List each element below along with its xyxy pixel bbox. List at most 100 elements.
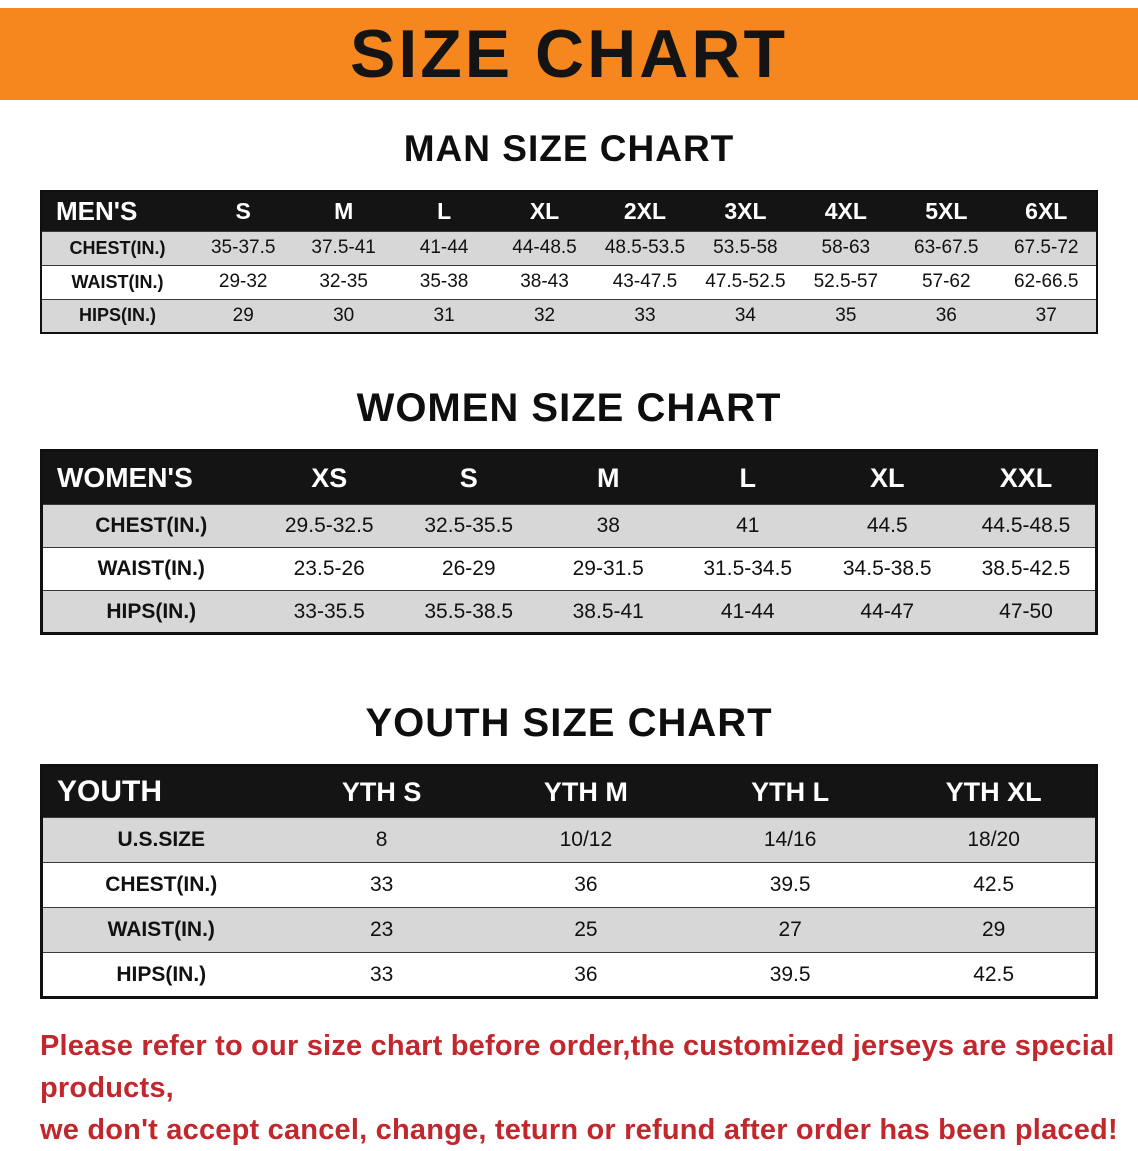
size-value-cell: 32.5-35.5 bbox=[399, 504, 539, 548]
size-column-header: YTH S bbox=[279, 765, 484, 818]
size-value-cell: 33-35.5 bbox=[259, 590, 399, 634]
size-value-cell: 44.5-48.5 bbox=[957, 504, 1097, 548]
size-value-cell: 57-62 bbox=[896, 264, 997, 299]
size-column-header: YTH XL bbox=[892, 765, 1097, 818]
header-row: MEN'S S M L XL 2XL 3XL 4XL 5XL 6XL bbox=[41, 191, 1097, 231]
size-column-header: L bbox=[678, 450, 818, 505]
table-row: WAIST(IN.) 29-32 32-35 35-38 38-43 43-47.5 47.… bbox=[41, 264, 1097, 299]
size-value-cell: 42.5 bbox=[892, 862, 1097, 908]
youth-size-table: YOUTH YTH S YTH M YTH L YTH XL U.S.SIZE 8 10/12… bbox=[40, 764, 1098, 999]
size-value-cell: 48.5-53.5 bbox=[594, 230, 696, 265]
size-value-cell: 44-48.5 bbox=[494, 230, 595, 265]
size-column-header: L bbox=[393, 191, 495, 231]
size-value-cell: 32 bbox=[494, 298, 595, 333]
size-column-header: XXL bbox=[957, 450, 1097, 505]
size-column-header: 4XL bbox=[795, 191, 897, 231]
size-value-cell: 32-35 bbox=[293, 264, 394, 299]
notice-line-2: we don't accept cancel, change, teturn o… bbox=[40, 1114, 1118, 1147]
size-value-cell: 26-29 bbox=[399, 547, 539, 591]
size-column-header: YTH M bbox=[483, 765, 688, 818]
size-value-cell: 39.5 bbox=[688, 862, 893, 908]
size-column-header: 6XL bbox=[996, 191, 1097, 231]
size-value-cell: 62-66.5 bbox=[996, 264, 1097, 299]
size-value-cell: 29-31.5 bbox=[538, 547, 678, 591]
row-label: HIPS(IN.) bbox=[41, 590, 260, 634]
youth-size-chart-heading: YOUTH SIZE CHART bbox=[365, 701, 773, 745]
row-label: U.S.SIZE bbox=[41, 817, 280, 863]
size-value-cell: 44-47 bbox=[817, 590, 957, 634]
size-value-cell: 47-50 bbox=[957, 590, 1097, 634]
table-row: CHEST(IN.) 35-37.5 37.5-41 41-44 44-48.5 48.5… bbox=[41, 230, 1097, 265]
table-row: HIPS(IN.) 33 36 39.5 42.5 bbox=[41, 952, 1097, 998]
size-value-cell: 34.5-38.5 bbox=[817, 547, 957, 591]
size-value-cell: 38.5-42.5 bbox=[957, 547, 1097, 591]
size-value-cell: 14/16 bbox=[688, 817, 893, 863]
size-value-cell: 39.5 bbox=[688, 952, 893, 998]
size-column-header: M bbox=[293, 191, 394, 231]
row-label: WAIST(IN.) bbox=[41, 907, 280, 953]
size-value-cell: 41-44 bbox=[678, 590, 818, 634]
table-title-cell: MEN'S bbox=[41, 191, 193, 231]
size-value-cell: 38.5-41 bbox=[538, 590, 678, 634]
size-value-cell: 23.5-26 bbox=[259, 547, 399, 591]
size-column-header: XS bbox=[259, 450, 399, 505]
size-value-cell: 43-47.5 bbox=[594, 264, 696, 299]
size-column-header: 2XL bbox=[594, 191, 696, 231]
size-chart-page: SIZE CHART MAN SIZE CHART MEN'S S M L XL 2XL 3… bbox=[0, 8, 1138, 1151]
size-column-header: 5XL bbox=[896, 191, 997, 231]
size-value-cell: 52.5-57 bbox=[795, 264, 897, 299]
banner: SIZE CHART bbox=[0, 8, 1138, 100]
size-value-cell: 29.5-32.5 bbox=[259, 504, 399, 548]
size-column-header: S bbox=[399, 450, 539, 505]
page-title: SIZE CHART bbox=[350, 16, 788, 92]
size-column-header: M bbox=[538, 450, 678, 505]
table-title-cell: YOUTH bbox=[41, 765, 280, 818]
size-value-cell: 29-32 bbox=[193, 264, 294, 299]
womens-size-table: WOMEN'S XS S M L XL XXL CHEST(IN.) 29.5-32.5 32.5… bbox=[40, 449, 1098, 635]
size-value-cell: 35.5-38.5 bbox=[399, 590, 539, 634]
women-size-chart-heading: WOMEN SIZE CHART bbox=[356, 386, 782, 430]
man-size-chart-heading: MAN SIZE CHART bbox=[403, 128, 735, 169]
size-value-cell: 33 bbox=[279, 952, 484, 998]
size-value-cell: 41-44 bbox=[393, 230, 495, 265]
size-value-cell: 41 bbox=[678, 504, 818, 548]
size-value-cell: 31.5-34.5 bbox=[678, 547, 818, 591]
size-value-cell: 67.5-72 bbox=[996, 230, 1097, 265]
size-value-cell: 33 bbox=[594, 298, 696, 333]
size-value-cell: 44.5 bbox=[817, 504, 957, 548]
notice-line-1: Please refer to our size chart before or… bbox=[40, 1030, 1115, 1105]
size-value-cell: 25 bbox=[483, 907, 688, 953]
row-label: CHEST(IN.) bbox=[41, 230, 193, 265]
header-row: WOMEN'S XS S M L XL XXL bbox=[41, 450, 1097, 505]
size-value-cell: 18/20 bbox=[892, 817, 1097, 863]
size-value-cell: 37 bbox=[996, 298, 1097, 333]
table-row: U.S.SIZE 8 10/12 14/16 18/20 bbox=[41, 817, 1097, 863]
size-value-cell: 38 bbox=[538, 504, 678, 548]
size-value-cell: 23 bbox=[279, 907, 484, 953]
table-row: CHEST(IN.) 29.5-32.5 32.5-35.5 38 41 44.5 44.5… bbox=[41, 504, 1097, 548]
size-value-cell: 47.5-52.5 bbox=[695, 264, 796, 299]
table-row: WAIST(IN.) 23 25 27 29 bbox=[41, 907, 1097, 953]
table-row: CHEST(IN.) 33 36 39.5 42.5 bbox=[41, 862, 1097, 908]
row-label: CHEST(IN.) bbox=[41, 504, 260, 548]
size-value-cell: 30 bbox=[293, 298, 394, 333]
size-column-header: YTH L bbox=[688, 765, 893, 818]
size-value-cell: 33 bbox=[279, 862, 484, 908]
size-value-cell: 53.5-58 bbox=[695, 230, 796, 265]
size-value-cell: 63-67.5 bbox=[896, 230, 997, 265]
size-value-cell: 8 bbox=[279, 817, 484, 863]
footer-notice: Please refer to our size chart before or… bbox=[40, 1025, 1118, 1151]
size-column-header: S bbox=[193, 191, 294, 231]
table-title-cell: WOMEN'S bbox=[41, 450, 260, 505]
size-value-cell: 35-37.5 bbox=[193, 230, 294, 265]
size-value-cell: 36 bbox=[483, 952, 688, 998]
table-row: WAIST(IN.) 23.5-26 26-29 29-31.5 31.5-34.5 34… bbox=[41, 547, 1097, 591]
size-value-cell: 58-63 bbox=[795, 230, 897, 265]
mens-size-table: MEN'S S M L XL 2XL 3XL 4XL 5XL 6XL CHEST(IN.) 35-37… bbox=[40, 190, 1098, 334]
size-value-cell: 27 bbox=[688, 907, 893, 953]
size-value-cell: 37.5-41 bbox=[293, 230, 394, 265]
row-label: WAIST(IN.) bbox=[41, 264, 193, 299]
size-value-cell: 29 bbox=[892, 907, 1097, 953]
size-column-header: 3XL bbox=[695, 191, 796, 231]
size-value-cell: 38-43 bbox=[494, 264, 595, 299]
